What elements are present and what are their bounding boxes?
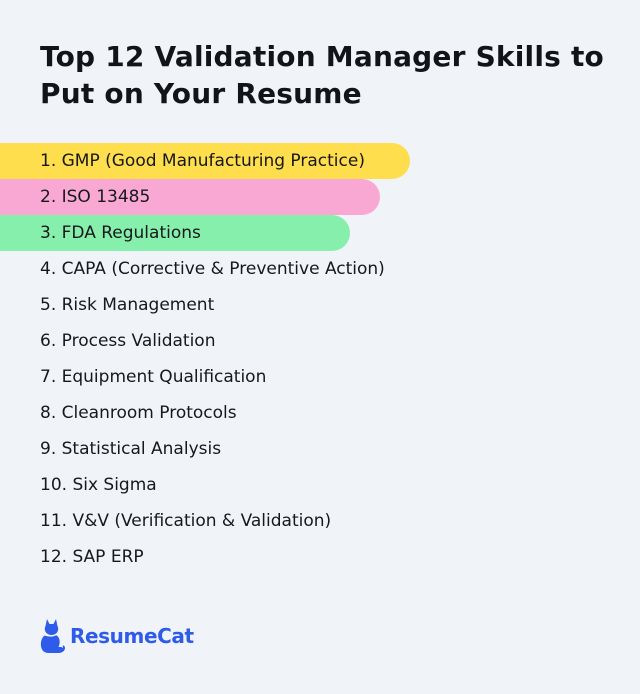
skill-item: 4. CAPA (Corrective & Preventive Action) <box>40 259 385 279</box>
cat-icon <box>40 619 65 653</box>
brand-logo: ResumeCat <box>38 616 194 656</box>
brand-name: ResumeCat <box>70 624 194 648</box>
skill-item: 8. Cleanroom Protocols <box>40 403 237 423</box>
skill-item: 1. GMP (Good Manufacturing Practice) <box>0 143 410 179</box>
skill-item: 9. Statistical Analysis <box>40 439 222 459</box>
skill-item: 2. ISO 13485 <box>0 179 380 215</box>
skills-list: 1. GMP (Good Manufacturing Practice) 2. … <box>0 143 640 575</box>
skill-item: 11. V&V (Verification & Validation) <box>40 511 332 531</box>
skill-item: 10. Six Sigma <box>40 475 157 495</box>
skill-item: 3. FDA Regulations <box>0 215 350 251</box>
skill-item: 7. Equipment Qualification <box>40 367 267 387</box>
skill-item: 6. Process Validation <box>40 331 216 351</box>
skill-item: 12. SAP ERP <box>40 547 144 567</box>
skill-item: 5. Risk Management <box>40 295 215 315</box>
page-title: Top 12 Validation Manager Skills to Put … <box>40 40 604 110</box>
